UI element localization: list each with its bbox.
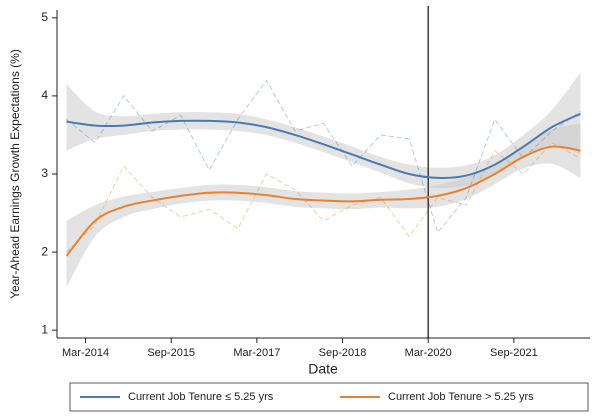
y-tick-label: 4 (41, 88, 48, 102)
x-tick-label: Mar-2017 (233, 347, 280, 359)
x-tick-label: Mar-2014 (62, 347, 109, 359)
line (66, 112, 581, 179)
confidence-band (66, 123, 581, 288)
y-axis-title: Year-Ahead Earnings Growth Expectations … (8, 49, 22, 299)
x-axis-title: Date (308, 361, 338, 377)
line (65, 145, 581, 257)
x-tick-label: Sep-2018 (319, 347, 367, 359)
legend-box (69, 382, 589, 412)
legend-label: Current Job Tenure > 5.25 yrs (388, 391, 534, 403)
x-tick-label: Mar-2020 (405, 347, 452, 359)
raw-line (66, 142, 581, 253)
y-tick-label: 1 (41, 322, 48, 336)
raw-line (66, 79, 581, 234)
legend-label: Current Job Tenure ≤ 5.25 yrs (128, 391, 274, 403)
y-tick-label: 2 (41, 244, 48, 258)
x-tick-label: Sep-2015 (147, 347, 195, 359)
x-tick-label: Sep-2021 (490, 347, 538, 359)
y-tick-label: 3 (41, 166, 48, 180)
y-tick-label: 5 (41, 10, 48, 24)
